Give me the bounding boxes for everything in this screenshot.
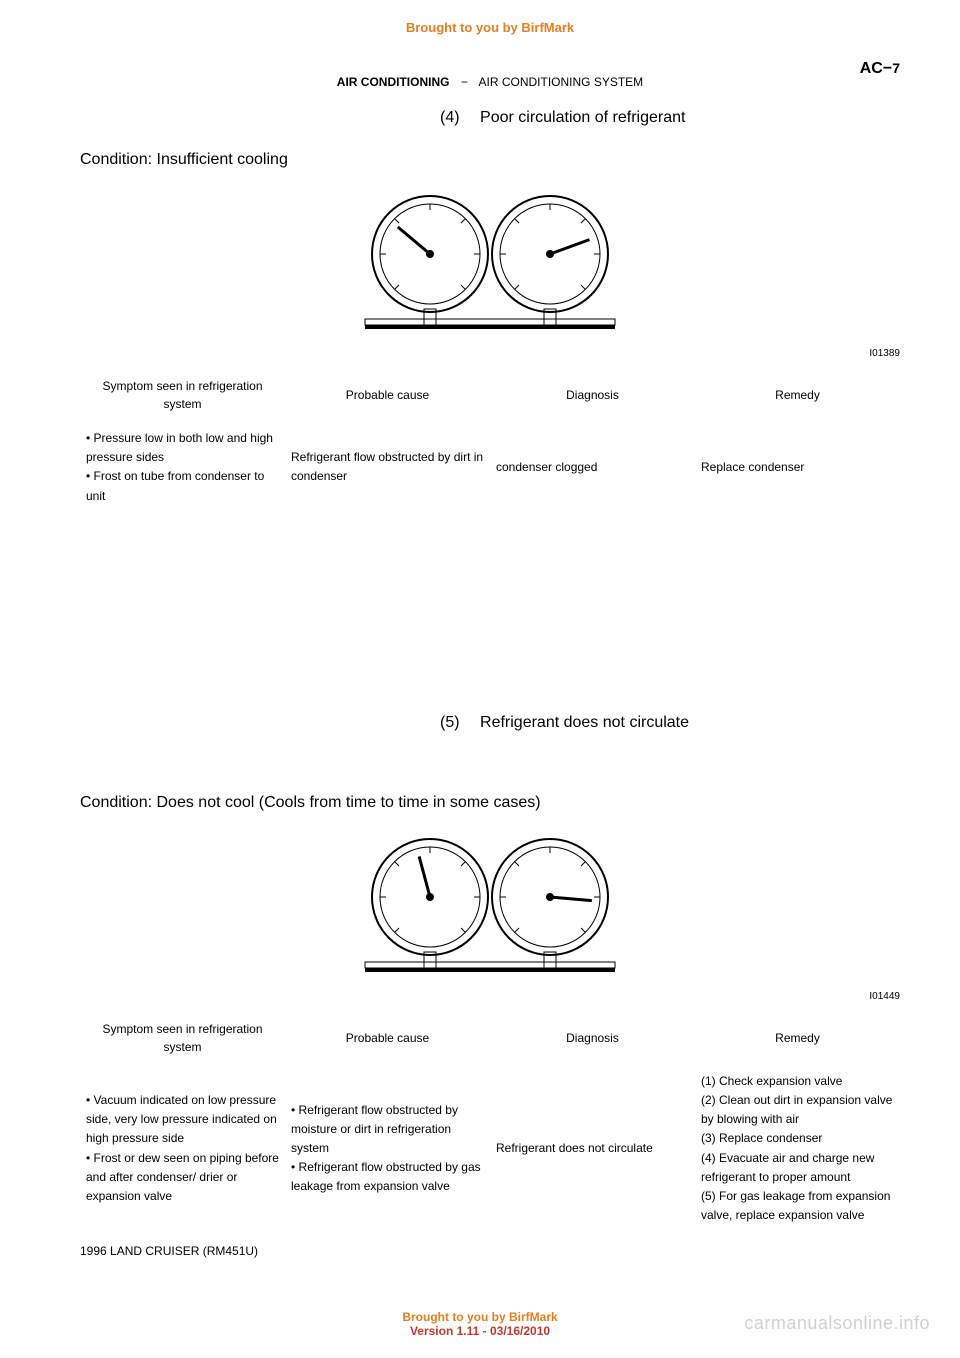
col-symptom: Symptom seen in refrigeration system	[80, 369, 285, 421]
page: Brought to you by BirfMark AC−7 AIR COND…	[0, 0, 960, 1358]
header-dash: −	[461, 75, 468, 89]
col-remedy: Remedy	[695, 369, 900, 421]
section4-title-text: Poor circulation of refrigerant	[480, 109, 685, 126]
gauge-pair-icon	[355, 822, 625, 982]
section4-title: (4) Poor circulation of refrigerant	[80, 109, 900, 127]
page-num: 7	[892, 60, 900, 76]
section4-num: (4)	[440, 109, 460, 126]
cell-diagnosis: Refrigerant does not circulate	[490, 1064, 695, 1234]
section5-title-text: Refrigerant does not circulate	[480, 714, 689, 731]
col-cause: Probable cause	[285, 369, 490, 421]
table-header-row: Symptom seen in refrigeration system Pro…	[80, 1012, 900, 1064]
section4-gauge-figure	[80, 179, 900, 344]
cell-symptom: • Vacuum indicated on low pressure side,…	[80, 1064, 285, 1234]
section5-image-id: I01449	[80, 991, 900, 1002]
footer-model: 1996 LAND CRUISER (RM451U)	[80, 1244, 258, 1258]
section4-table: Symptom seen in refrigeration system Pro…	[80, 369, 900, 514]
section5-title: (5) Refrigerant does not circulate	[80, 714, 900, 732]
watermark: carmanualsonline.info	[744, 1313, 930, 1334]
section5-num: (5)	[440, 714, 460, 731]
section4-image-id: I01389	[80, 348, 900, 359]
cell-diagnosis: condenser clogged	[490, 421, 695, 514]
col-symptom: Symptom seen in refrigeration system	[80, 1012, 285, 1064]
header-bold: AIR CONDITIONING	[337, 75, 450, 89]
section4-condition: Condition: Insufficient cooling	[80, 151, 900, 169]
header-rest: AIR CONDITIONING SYSTEM	[479, 75, 644, 89]
page-number: AC−7	[860, 60, 900, 78]
page-prefix: AC−	[860, 60, 892, 77]
cell-remedy: Replace condenser	[695, 421, 900, 514]
gauge-pair-icon	[355, 179, 625, 339]
spacer	[80, 534, 900, 704]
col-remedy: Remedy	[695, 1012, 900, 1064]
col-diagnosis: Diagnosis	[490, 1012, 695, 1064]
table-row: • Pressure low in both low and high pres…	[80, 421, 900, 514]
cell-cause: Refrigerant flow obstructed by dirt in c…	[285, 421, 490, 514]
section5-table: Symptom seen in refrigeration system Pro…	[80, 1012, 900, 1234]
spacer	[80, 756, 900, 786]
section5-gauge-figure	[80, 822, 900, 987]
cell-symptom: • Pressure low in both low and high pres…	[80, 421, 285, 514]
top-banner: Brought to you by BirfMark	[80, 20, 900, 35]
table-row: • Vacuum indicated on low pressure side,…	[80, 1064, 900, 1234]
header-breadcrumb: AIR CONDITIONING − AIR CONDITIONING SYST…	[80, 75, 900, 89]
col-cause: Probable cause	[285, 1012, 490, 1064]
col-diagnosis: Diagnosis	[490, 369, 695, 421]
section5-condition: Condition: Does not cool (Cools from tim…	[80, 794, 900, 812]
cell-remedy: (1) Check expansion valve (2) Clean out …	[695, 1064, 900, 1234]
table-header-row: Symptom seen in refrigeration system Pro…	[80, 369, 900, 421]
cell-cause: • Refrigerant flow obstructed by moistur…	[285, 1064, 490, 1234]
